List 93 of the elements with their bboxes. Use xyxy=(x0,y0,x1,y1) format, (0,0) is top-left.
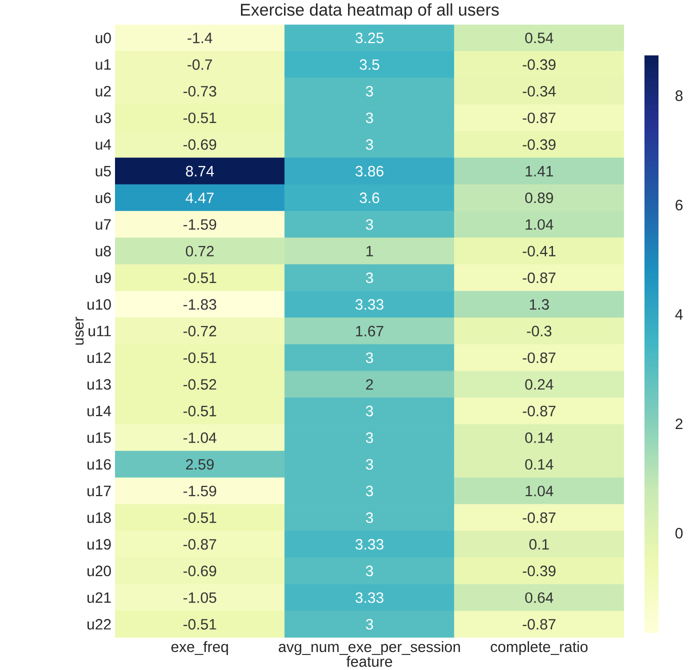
y-tick-label: u22 xyxy=(88,618,111,630)
data-label: -0.7 xyxy=(188,59,212,70)
data-label: -0.41 xyxy=(522,246,556,256)
data-label: -0.69 xyxy=(183,566,216,576)
data-label: -0.87 xyxy=(522,272,556,284)
data-label: -1.4 xyxy=(188,32,212,43)
data-label: 0.14 xyxy=(525,432,554,443)
data-label: -0.73 xyxy=(183,86,216,96)
data-label: 3.33 xyxy=(356,299,384,310)
data-label: 3 xyxy=(366,86,374,96)
y-tick-label: u1 xyxy=(96,59,111,70)
data-label: -0.51 xyxy=(183,112,216,124)
data-label: 3 xyxy=(366,566,374,576)
y-tick-label: u19 xyxy=(88,538,111,550)
x-tick-label: exe_freq xyxy=(171,641,228,655)
data-label: -0.72 xyxy=(183,326,216,336)
data-label: -1.59 xyxy=(183,486,216,496)
y-tick-label: u12 xyxy=(88,352,111,363)
data-label: -0.87 xyxy=(522,112,556,124)
data-label: 3 xyxy=(366,486,374,496)
data-label: -0.39 xyxy=(522,59,556,70)
y-tick-label: u20 xyxy=(88,566,111,576)
color-bar-label: 8 xyxy=(676,90,683,101)
chart-title: Exercise data heatmap of all users xyxy=(240,3,499,20)
data-label: -1.05 xyxy=(183,592,216,603)
data-label: -0.3 xyxy=(526,326,552,336)
x-axis-title: feature xyxy=(346,656,392,667)
data-label: 3.86 xyxy=(356,166,384,176)
data-label: -1.04 xyxy=(183,432,216,443)
data-label: 0.64 xyxy=(525,592,554,603)
data-label: 8.74 xyxy=(186,166,214,176)
y-axis-title: user xyxy=(76,316,84,345)
y-tick-label: u3 xyxy=(96,112,111,124)
data-label: -0.51 xyxy=(183,512,216,523)
x-tick-label: complete_ratio xyxy=(490,641,588,655)
data-label: 3 xyxy=(366,512,374,523)
y-tick-label: u15 xyxy=(88,432,111,443)
data-label: -0.87 xyxy=(522,406,556,416)
y-tick-label: u5 xyxy=(96,166,111,176)
data-label: -0.51 xyxy=(183,352,216,363)
color-bar-label: 6 xyxy=(676,200,683,210)
data-label: 3 xyxy=(366,432,374,443)
color-bar-label: 0 xyxy=(675,528,683,538)
y-tick-label: u4 xyxy=(96,139,112,150)
y-tick-label: u10 xyxy=(88,299,111,310)
y-tick-label: u0 xyxy=(96,32,111,44)
y-tick-label: u18 xyxy=(88,512,111,523)
data-label: 0.72 xyxy=(186,246,214,256)
data-label: 3 xyxy=(366,406,374,416)
color-bar-label: 4 xyxy=(675,309,683,320)
y-tick-label: u14 xyxy=(88,406,112,416)
data-label: 3.6 xyxy=(360,192,380,204)
y-tick-label: u13 xyxy=(88,379,111,390)
data-label: 3 xyxy=(366,352,374,363)
data-label: -0.87 xyxy=(522,352,556,363)
data-label: -0.51 xyxy=(183,406,216,416)
data-label: 0.89 xyxy=(525,192,553,204)
y-tick-label: u2 xyxy=(96,86,111,96)
data-label: 1 xyxy=(366,246,373,256)
data-label: -0.87 xyxy=(522,512,556,523)
y-tick-label: u6 xyxy=(96,192,111,204)
data-label: -0.87 xyxy=(183,538,216,550)
data-label: -0.39 xyxy=(522,139,556,150)
data-label: 3 xyxy=(366,219,374,230)
data-label: 3 xyxy=(366,618,374,630)
y-tick-label: u17 xyxy=(88,486,111,496)
data-label: 3 xyxy=(366,272,374,284)
y-tick-label: u11 xyxy=(88,326,111,336)
data-label: 0.54 xyxy=(525,32,554,44)
data-label: 3.25 xyxy=(356,32,384,44)
data-label: -0.39 xyxy=(522,566,556,576)
data-label: 3 xyxy=(366,112,374,124)
color-bar-label: 2 xyxy=(676,418,682,429)
data-label: 3 xyxy=(366,458,374,470)
data-label: 0.1 xyxy=(529,538,549,550)
data-label: 3.33 xyxy=(356,538,384,550)
data-label: -0.52 xyxy=(183,379,216,390)
data-label: 2 xyxy=(366,379,373,390)
data-label: 3 xyxy=(366,139,374,150)
data-label: 3.33 xyxy=(356,592,384,603)
data-label: -0.69 xyxy=(183,139,216,150)
y-tick-label: u7 xyxy=(96,219,111,230)
y-tick-label: u9 xyxy=(96,272,111,284)
data-label: 3.5 xyxy=(360,59,380,70)
y-tick-label: u8 xyxy=(96,246,111,256)
x-tick-label: avg_num_exe_per_session xyxy=(278,641,460,655)
data-label: 1.41 xyxy=(526,166,553,176)
y-tick-label: u21 xyxy=(88,592,111,603)
data-label: 1.67 xyxy=(356,326,384,336)
y-tick-label: u16 xyxy=(88,458,111,470)
data-label: -0.34 xyxy=(522,86,556,96)
data-label: 1.04 xyxy=(526,486,554,496)
data-label: -0.87 xyxy=(522,618,556,630)
